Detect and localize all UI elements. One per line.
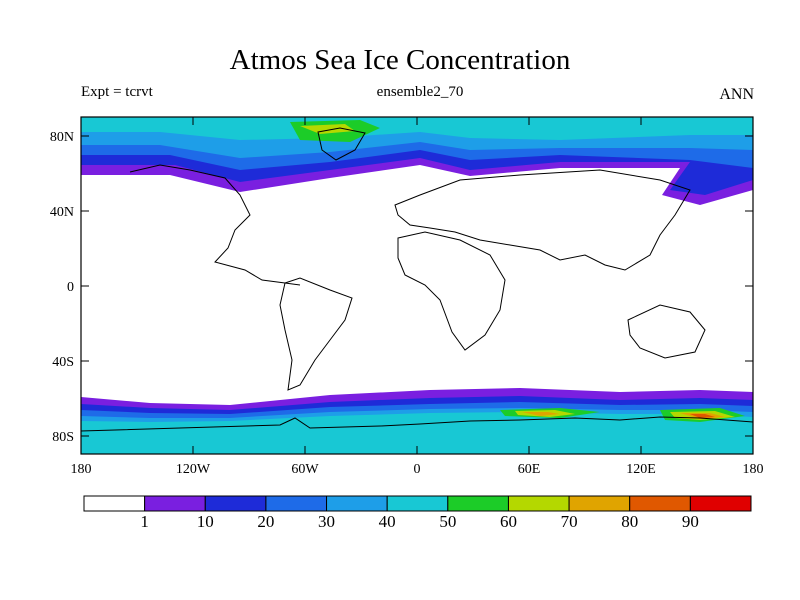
lat-label-40s: 40S	[52, 355, 74, 370]
colorbar-label: 10	[197, 512, 214, 531]
lon-label-0: 0	[414, 462, 421, 477]
lon-label-60e: 60E	[518, 462, 541, 477]
antarctic-ice-band-80	[690, 414, 715, 418]
colorbar-swatch	[568, 495, 631, 512]
lat-tick-marks	[81, 135, 753, 437]
africa-coast	[397, 231, 506, 351]
lon-label-120e: 120E	[626, 462, 656, 477]
colorbar-label: 80	[621, 512, 638, 531]
colorbar-label: 60	[500, 512, 517, 531]
colorbar-swatch	[326, 495, 388, 512]
experiment-label: Expt = tcrvt	[81, 84, 153, 100]
greenland-coast	[317, 127, 366, 161]
colorbar-swatch	[144, 495, 206, 512]
coastlines	[81, 127, 753, 432]
subtitle: ensemble2_70	[376, 84, 464, 100]
colorbar-swatch	[507, 495, 570, 512]
lon-label-120w: 120W	[176, 462, 211, 477]
australia-coast	[627, 304, 706, 359]
lat-label-0: 0	[67, 280, 74, 295]
antarctica-coast	[81, 416, 753, 432]
eurasia-coast	[394, 169, 691, 271]
lat-label-80n: 80N	[50, 130, 74, 145]
lon-label-180e: 180	[743, 462, 764, 477]
colorbar-label: 90	[682, 512, 699, 531]
arctic-ice-band-40	[81, 117, 753, 140]
colorbar-swatch	[83, 495, 146, 512]
colorbar-label: 40	[379, 512, 396, 531]
season-label: ANN	[719, 86, 754, 103]
arctic-ice-patch-60	[300, 124, 355, 134]
lon-label-60w: 60W	[291, 462, 319, 477]
lat-label-80s: 80S	[52, 430, 74, 445]
lat-label-40n: 40N	[50, 205, 74, 220]
south-america-coast	[279, 277, 353, 391]
antarctic-ice-band-40	[81, 412, 753, 454]
colorbar-swatch	[447, 495, 509, 512]
colorbar-swatch	[386, 495, 449, 512]
lon-label-180w: 180	[71, 462, 92, 477]
colorbar-swatch	[629, 495, 691, 512]
colorbar-swatch	[204, 495, 267, 512]
map-field	[81, 117, 753, 454]
colorbar-label: 30	[318, 512, 335, 531]
colorbar-label: 50	[439, 512, 456, 531]
chart-title: Atmos Sea Ice Concentration	[229, 44, 571, 76]
colorbar-label: 1	[140, 512, 149, 531]
colorbar-swatch	[689, 495, 752, 512]
colorbar	[83, 495, 752, 512]
colorbar-labels: 1 10 20 30 40 50 60 70 80 90	[140, 512, 698, 531]
colorbar-label: 20	[257, 512, 274, 531]
colorbar-label: 70	[561, 512, 578, 531]
north-america-coast	[129, 164, 301, 286]
lon-tick-marks	[80, 117, 754, 454]
colorbar-swatch	[265, 495, 328, 512]
